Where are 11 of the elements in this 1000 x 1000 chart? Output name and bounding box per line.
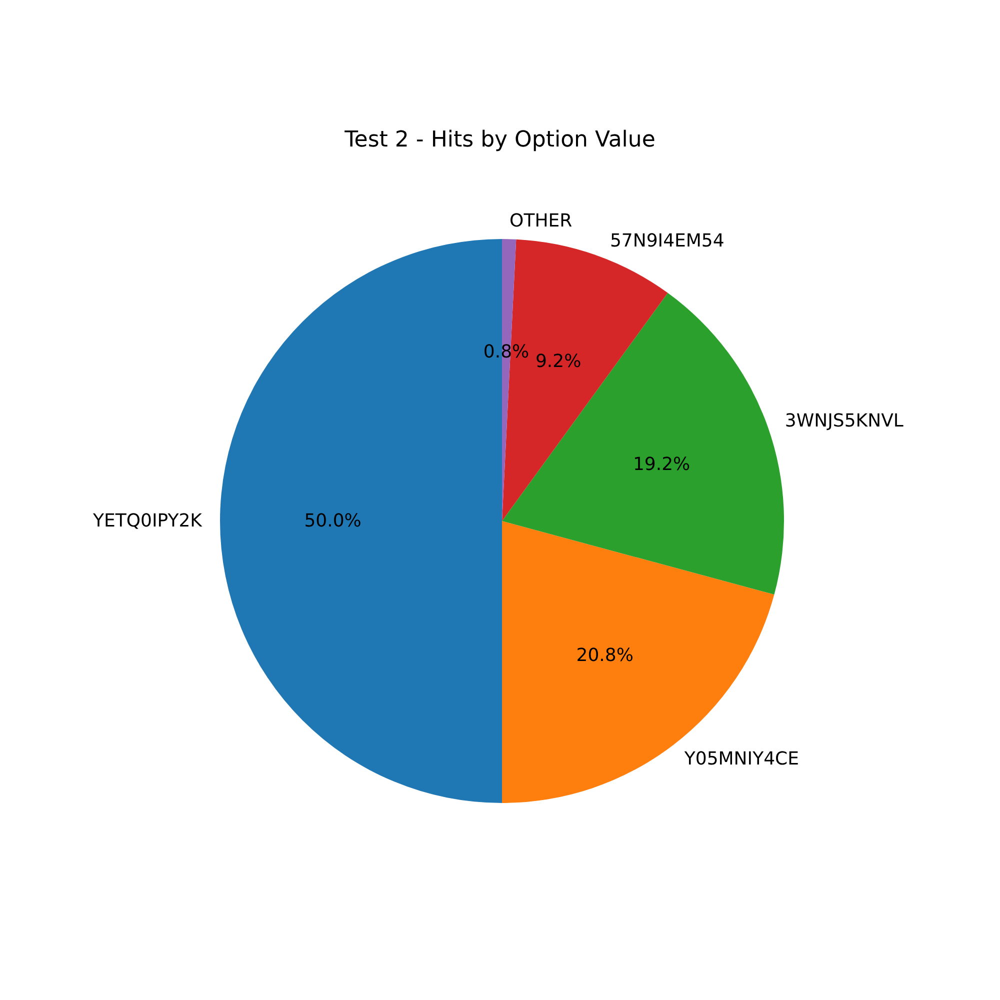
data-label: 9.2%: [535, 350, 582, 372]
slice-label: Y05MNIY4CE: [683, 748, 799, 770]
slice-label: 3WNJS5KNVL: [784, 410, 904, 432]
slice-label: OTHER: [510, 210, 572, 232]
data-label: 50.0%: [304, 510, 362, 532]
slice-label: 57N9I4EM54: [610, 230, 724, 252]
slice-label: YETQ0IPY2K: [92, 510, 204, 532]
chart-title: Test 2 - Hits by Option Value: [344, 128, 656, 152]
data-label: 20.8%: [576, 644, 634, 666]
data-label: 19.2%: [632, 454, 690, 476]
data-label: 0.8%: [483, 341, 530, 362]
